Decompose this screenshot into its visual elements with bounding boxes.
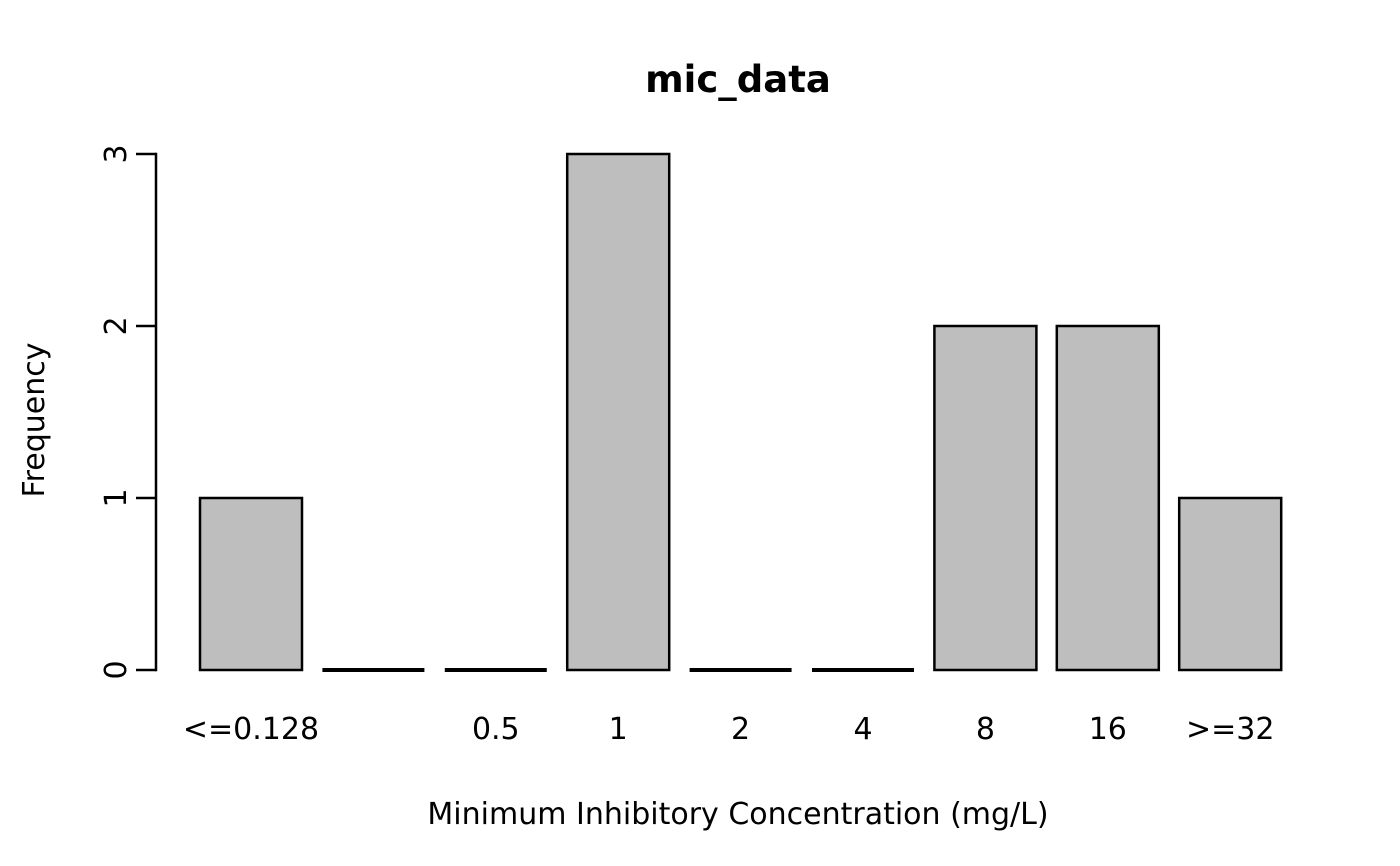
bar [1055,324,1161,672]
y-tick-label: 2 [99,316,134,335]
x-tick-label: 0.5 [472,712,520,747]
x-tick-label: >=32 [1186,712,1274,747]
y-tick-label: 1 [99,488,134,507]
y-axis-label: Frequency [17,343,52,498]
y-axis-ticks: 0 1 2 3 [99,144,156,680]
chart-title: mic_data [645,58,831,101]
bar [198,496,304,672]
bars-group [198,152,1283,672]
x-tick-labels: <=0.128 0.5 1 2 4 8 16 >=32 [183,712,1275,747]
bar [565,152,671,672]
y-tick-label: 0 [99,660,134,679]
x-tick-label: 2 [731,712,750,747]
bar [933,324,1038,672]
y-tick-label: 3 [99,144,134,163]
x-axis-label: Minimum Inhibitory Concentration (mg/L) [427,797,1048,832]
x-tick-label: 1 [609,712,628,747]
x-tick-label: 4 [853,712,872,747]
x-tick-label: <=0.128 [183,712,319,747]
x-tick-label: 8 [976,712,995,747]
bar [1177,496,1283,672]
x-tick-label: 16 [1089,712,1127,747]
